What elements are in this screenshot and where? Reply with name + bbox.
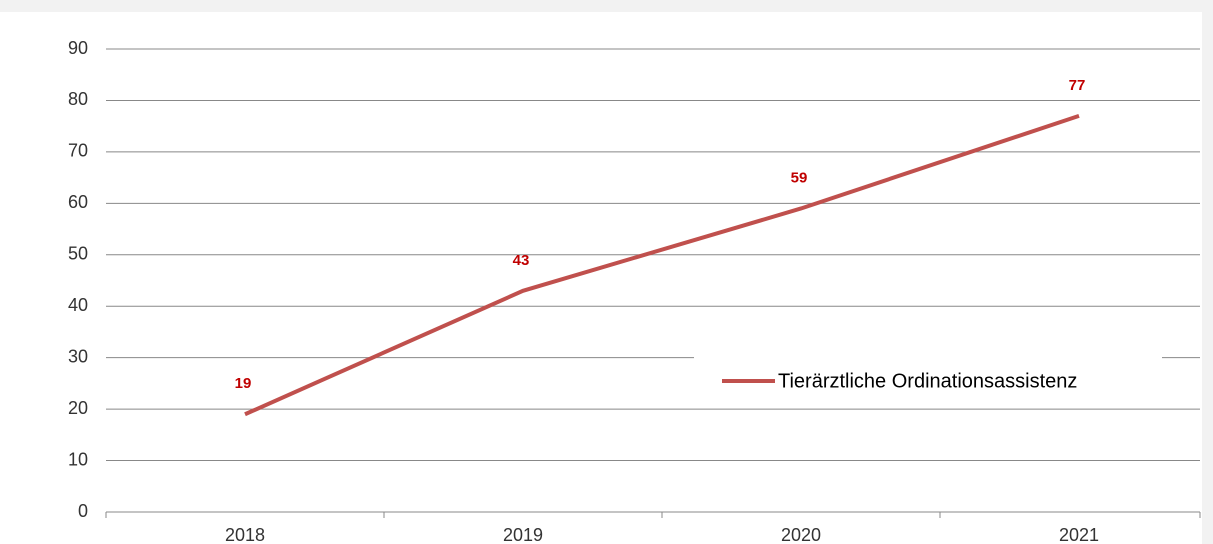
y-tick-label: 0 xyxy=(78,501,88,521)
x-tick-label: 2018 xyxy=(225,525,265,544)
plot-background xyxy=(0,12,1202,544)
y-tick-label: 10 xyxy=(68,449,88,469)
y-tick-label: 80 xyxy=(68,89,88,109)
data-label: 19 xyxy=(235,375,252,392)
data-label: 59 xyxy=(791,169,808,186)
data-label: 77 xyxy=(1069,77,1086,94)
legend-label: Tierärztliche Ordinationsassistenz xyxy=(778,370,1077,392)
y-tick-label: 90 xyxy=(68,38,88,58)
y-tick-label: 20 xyxy=(68,398,88,418)
y-tick-label: 30 xyxy=(68,346,88,366)
x-tick-label: 2020 xyxy=(781,525,821,544)
data-label: 43 xyxy=(513,252,530,269)
series-line xyxy=(244,113,1080,417)
x-tick-label: 2019 xyxy=(503,525,543,544)
y-tick-label: 60 xyxy=(68,192,88,212)
y-tick-label: 40 xyxy=(68,295,88,315)
y-tick-label: 70 xyxy=(68,141,88,161)
y-tick-label: 50 xyxy=(68,244,88,264)
x-tick-label: 2021 xyxy=(1059,525,1099,544)
